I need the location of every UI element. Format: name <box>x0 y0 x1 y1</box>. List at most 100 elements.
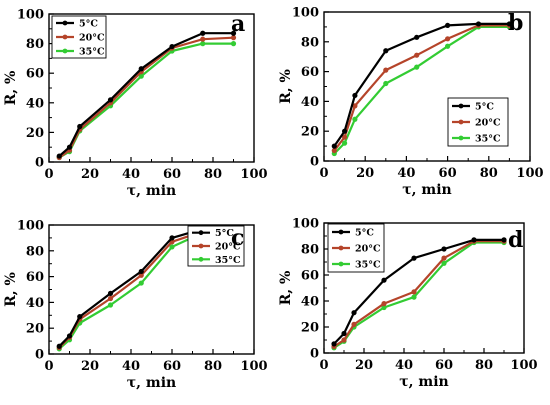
legend: 5°C 20°C 35°C <box>51 15 107 59</box>
data-point <box>66 333 73 339</box>
data-point <box>414 34 420 40</box>
data-point <box>445 36 451 42</box>
data-point <box>441 260 447 266</box>
data-point <box>138 268 144 275</box>
x-tick-label: 100 <box>516 166 543 181</box>
legend-marker <box>338 261 344 267</box>
data-point <box>169 235 175 241</box>
data-point <box>352 92 358 99</box>
chart-panel-a: 0 20 40 60 80 100 0 20 40 60 80 100 τ, min R, % 5°C 20°… <box>3 8 268 200</box>
legend-marker <box>198 230 204 236</box>
series-line-35C <box>58 42 234 159</box>
x-tick-label: 20 <box>81 359 99 374</box>
x-tick-label: 80 <box>475 358 493 373</box>
legend-marker <box>458 119 464 125</box>
data-point <box>107 290 114 296</box>
data-point <box>414 64 420 70</box>
data-point <box>107 295 114 302</box>
panel-label: d <box>508 227 523 253</box>
legend-marker <box>62 34 68 40</box>
data-point <box>56 153 62 159</box>
data-point <box>352 103 358 109</box>
data-point <box>169 244 175 250</box>
data-point <box>138 66 144 72</box>
data-point <box>331 147 337 154</box>
y-tick-label: 80 <box>301 243 319 258</box>
series-line-35C <box>333 25 510 155</box>
chart-panel-d: 0 20 40 60 80 100 0 20 40 60 80 100 τ, min R, % 5°C 20°… <box>278 217 538 391</box>
data-point <box>381 304 387 311</box>
data-point <box>200 41 206 47</box>
data-point <box>331 143 337 149</box>
data-point <box>381 301 387 307</box>
y-tick-label: 80 <box>26 37 44 52</box>
panel-label: a <box>231 11 245 37</box>
x-tick-label: 40 <box>122 167 140 182</box>
legend-marker <box>458 103 464 109</box>
legend-label: 20°C <box>215 242 241 253</box>
y-tick-label: 100 <box>17 8 44 23</box>
y-axis-title: R, % <box>3 71 19 106</box>
x-tick-label: 20 <box>81 167 99 182</box>
x-tick-label: 100 <box>240 359 267 374</box>
legend-label: 5°C <box>79 19 98 30</box>
legend-label: 35°C <box>355 260 381 271</box>
data-point <box>471 237 477 243</box>
y-tick-label: 60 <box>301 269 319 284</box>
x-tick-label: 20 <box>355 358 373 373</box>
data-point <box>230 41 237 47</box>
data-point <box>411 289 417 295</box>
legend: 5°C 20°C 35°C <box>447 97 509 147</box>
x-tick-label: 0 <box>44 359 53 374</box>
data-point <box>331 341 337 347</box>
series-line-5C <box>333 22 510 147</box>
x-tick-label: 80 <box>204 167 222 182</box>
y-tick-label: 40 <box>26 96 44 111</box>
data-point <box>56 343 62 349</box>
data-point <box>169 43 175 50</box>
data-point <box>342 128 348 134</box>
y-tick-label: 60 <box>301 65 319 80</box>
panel-label: b <box>508 10 523 36</box>
data-point <box>138 73 144 79</box>
x-tick-label: 60 <box>163 167 181 182</box>
legend-label: 35°C <box>79 47 105 58</box>
y-axis-title: R, % <box>3 272 19 307</box>
data-point <box>138 272 144 278</box>
y-tick-label: 40 <box>301 95 319 110</box>
chart-panel-b: 0 20 40 60 80 100 0 20 40 60 80 100 τ, min R, % 5°C 20°… <box>278 6 544 199</box>
data-point <box>411 294 417 300</box>
legend-label: 20°C <box>475 118 501 129</box>
y-tick-label: 20 <box>301 125 319 140</box>
legend: 5°C 20°C 35°C <box>187 225 245 267</box>
data-point <box>107 97 114 103</box>
data-point <box>341 330 347 337</box>
x-axis-title: τ, min <box>402 182 451 198</box>
y-axis-title: R, % <box>278 271 294 306</box>
x-tick-label: 0 <box>44 167 53 182</box>
x-tick-label: 100 <box>240 167 267 182</box>
x-tick-label: 80 <box>204 359 222 374</box>
x-tick-label: 40 <box>395 358 413 373</box>
x-tick-label: 40 <box>122 359 140 374</box>
data-point <box>77 123 83 130</box>
data-point <box>475 21 482 27</box>
y-tick-label: 60 <box>26 67 44 82</box>
legend-label: 5°C <box>475 102 494 113</box>
data-point <box>342 140 348 146</box>
legend-label: 20°C <box>79 33 105 44</box>
data-point <box>138 280 144 286</box>
y-tick-label: 100 <box>292 217 319 232</box>
x-tick-label: 60 <box>435 358 453 373</box>
legend-label: 5°C <box>215 228 234 239</box>
chart-panel-c: 0 20 40 60 80 100 0 20 40 60 80 100 τ, min R, % 5°C 20°… <box>3 219 268 392</box>
x-tick-label: 0 <box>319 358 328 373</box>
x-axis-title: τ, min <box>399 374 448 390</box>
data-point <box>342 134 348 140</box>
y-tick-label: 80 <box>301 35 319 50</box>
legend: 5°C 20°C 35°C <box>327 223 385 273</box>
legend-marker <box>198 256 204 262</box>
series-line-5C <box>333 238 504 345</box>
data-point <box>383 80 389 87</box>
x-axis-title: τ, min <box>127 375 176 391</box>
